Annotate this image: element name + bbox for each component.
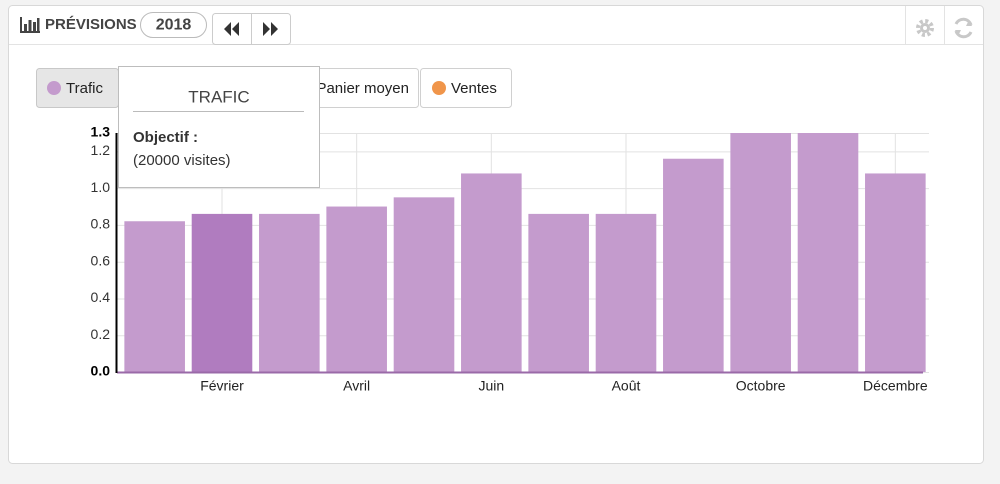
y-tick-label: 0.2: [91, 326, 111, 342]
y-tick-label: 0.4: [91, 289, 111, 305]
bar: [663, 158, 724, 372]
next-button[interactable]: [263, 22, 278, 36]
tooltip-label: Objectif :: [133, 129, 198, 146]
filter-button[interactable]: [420, 68, 512, 108]
x-tick-label: Février: [200, 378, 244, 394]
filter-dot: [432, 81, 446, 95]
bar: [124, 221, 185, 372]
legend-dot: [47, 81, 61, 95]
filter-label: Ventes: [451, 80, 497, 97]
y-tick-label: 1.2: [91, 142, 111, 158]
x-tick-label: Juin: [478, 378, 504, 394]
y-tick-label: 1.0: [91, 179, 111, 195]
tooltip-title: TRAFIC: [188, 87, 249, 106]
bar: [461, 173, 522, 372]
filter-label: Panier moyen: [316, 80, 409, 97]
y-tick-label: 0.6: [91, 252, 111, 268]
settings-button[interactable]: [916, 19, 934, 37]
x-tick-label: Avril: [343, 378, 370, 394]
y-tick-label: 1.3: [91, 124, 111, 140]
prev-button[interactable]: [224, 22, 239, 36]
refresh-button[interactable]: [954, 17, 973, 39]
chart-icon: [20, 17, 40, 33]
bar: [259, 213, 320, 372]
panel-title: PRÉVISIONS: [45, 16, 137, 33]
tooltip-text: (20000 visites): [133, 152, 231, 169]
bar: [191, 213, 253, 372]
y-tick-label: 0.8: [91, 216, 111, 232]
bar: [326, 206, 387, 372]
tooltip: TRAFIC Objectif : (20000 visites): [118, 66, 320, 188]
bar: [393, 197, 455, 372]
x-tick-label: Août: [612, 378, 641, 394]
year-pill[interactable]: [140, 12, 207, 38]
year: 2018: [156, 17, 192, 34]
bar: [528, 213, 589, 372]
bar: [797, 133, 859, 372]
plot: 0.0 0.2 0.4 0.6 0.8 1.0 1.2 1.3 Février Avril Juin…: [91, 124, 929, 394]
bar: [865, 173, 926, 372]
x-tick-label: Octobre: [736, 378, 786, 394]
legend-label: Trafic: [66, 80, 103, 97]
x-tick-label: Décembre: [863, 378, 928, 394]
tooltip-box: [118, 66, 320, 188]
y-tick-label: 0.0: [91, 363, 111, 379]
bar: [730, 133, 791, 372]
bar: [595, 213, 657, 372]
